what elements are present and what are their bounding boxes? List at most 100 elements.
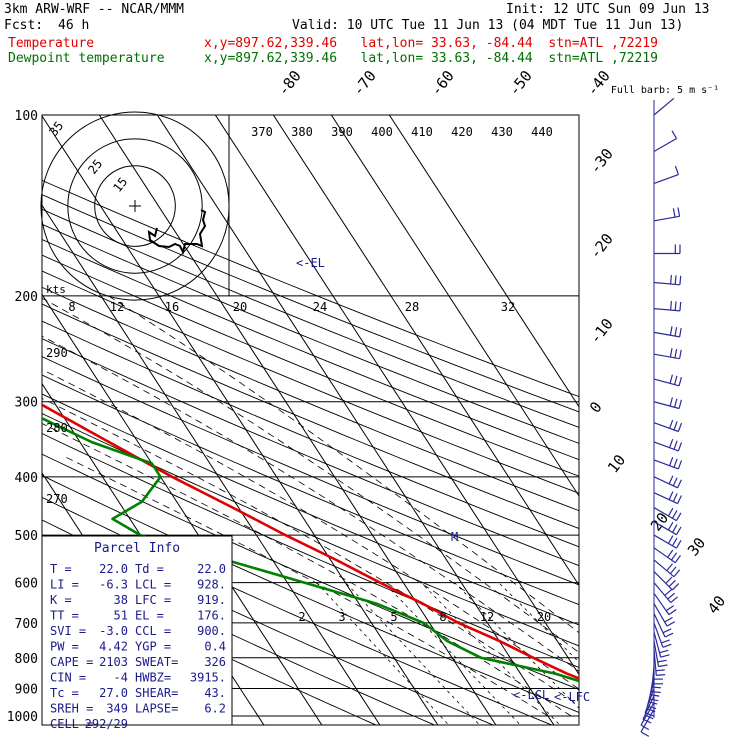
wind-barb-feather: [644, 712, 654, 717]
wind-barb-feather: [666, 563, 673, 572]
wind-barb-feather: [667, 535, 674, 544]
wind-barb-staff: [640, 702, 655, 726]
wind-barb-staff: [653, 592, 670, 615]
wind-barb-250: [653, 348, 682, 360]
parcel-key2-8: SHEAR=: [135, 686, 178, 700]
wind-barb-feather: [673, 569, 681, 578]
dry-adiabat-400: [42, 270, 579, 494]
wind-barb-feather: [673, 440, 678, 450]
wind-barb-feather: [640, 724, 650, 731]
parcel-value-4: -3.0: [99, 624, 128, 638]
isotherm--30: [42, 293, 323, 725]
dry-adiabat-410: [42, 254, 579, 477]
wind-barb-feather: [657, 659, 667, 663]
theta-label-280: 280: [46, 421, 68, 435]
wind-barb-staff: [653, 97, 675, 116]
wind-barb-feather: [673, 458, 678, 468]
wind-barb-feather: [668, 475, 674, 485]
moist-adiabat-22: [42, 369, 579, 690]
wind-barb-475: [653, 521, 682, 536]
wind-barb-feather: [665, 576, 673, 584]
wind-barb-staff: [653, 649, 657, 676]
wind-barb-feather: [674, 165, 679, 175]
wind-barb-feather: [673, 421, 678, 431]
wind-barb-725: [653, 631, 670, 658]
dry-adiabat-310: [42, 433, 579, 668]
wind-barb-150: [653, 207, 681, 222]
wind-barb-staff: [640, 709, 655, 733]
wind-barb-feather: [677, 422, 683, 432]
mixing-ratio-label-24: 24: [313, 300, 327, 314]
wind-barb-feather: [674, 301, 677, 311]
wind-barb-feather: [669, 348, 673, 358]
mixing-ratio-label-12: 12: [110, 300, 124, 314]
parcel-value-10: 292/29: [85, 717, 128, 731]
moist-adiabat-14: [42, 423, 572, 717]
parcel-key2-4: CCL =: [135, 624, 171, 638]
moist-adiabat-26: [42, 335, 579, 672]
wind-barb-feather: [670, 596, 678, 604]
wind-barb-staff: [653, 582, 672, 603]
wind-barb-staff: [653, 631, 662, 658]
hodograph-ring-25: [67, 138, 203, 274]
parcel-key2-0: Td =: [135, 562, 164, 576]
wind-barb-feather: [671, 130, 678, 139]
wind-barb-staff: [653, 476, 678, 489]
plot-frame: [41, 114, 580, 726]
wind-barb-feather: [677, 479, 682, 489]
dry-adiabat-340: [42, 374, 579, 606]
mixing-ratio-lower-label-3: 3: [338, 610, 345, 624]
wind-barb-feather: [672, 477, 678, 487]
dry-adiabat-290: [42, 474, 579, 713]
hodograph-ring-label-25: 25: [85, 157, 105, 177]
wind-barb-feather: [659, 649, 669, 654]
wind-barb-775: [653, 649, 666, 676]
wind-barb-675: [653, 613, 674, 638]
parcel-key2-1: LCL =: [135, 578, 171, 592]
wind-barb-staff: [653, 281, 680, 286]
theta-e-label-430: 430: [491, 125, 513, 139]
pressure-tick-300: 300: [15, 396, 38, 411]
dewpoint-location: x,y=897.62,339.46 lat,lon= 33.63, -84.44…: [204, 51, 658, 66]
parcel-value2-8: 43.: [204, 686, 226, 700]
isotherm-label--70: -70: [349, 67, 380, 99]
wind-barb-575: [653, 571, 680, 591]
wind-barb-staff: [653, 547, 676, 564]
wind-barb-feather: [674, 555, 681, 564]
hodograph-ring-label-15: 15: [110, 175, 130, 195]
lcl-marker: <-LCL: [513, 688, 549, 702]
isotherm-10: [156, 115, 555, 725]
wind-barb-feather: [669, 456, 674, 466]
isotherm-label--30: -30: [586, 145, 617, 177]
mixing-ratio-5: [383, 582, 521, 725]
wind-barb-625: [653, 592, 677, 616]
isotherm-label--50: -50: [505, 67, 536, 99]
parcel-value2-1: 928.: [197, 578, 226, 592]
parcel-value-3: 51: [114, 609, 128, 623]
wind-barb-275: [653, 374, 682, 387]
isotherm-label-0: 0: [586, 398, 606, 416]
hodograph-ring-label-35: 35: [46, 119, 66, 139]
wind-barb-950: [640, 702, 655, 731]
wind-barb-feather: [679, 275, 682, 285]
wind-barb-feather: [669, 397, 673, 407]
wind-barb-170: [653, 244, 681, 255]
dry-adiabat-440: [42, 208, 579, 428]
parcel-value-7: -4: [114, 671, 128, 685]
parcel-info-box: [41, 535, 233, 726]
parcel-value-5: 4.42: [99, 640, 128, 654]
parcel-value-0: 22.0: [99, 562, 128, 576]
wind-barb-feather: [678, 399, 682, 409]
el-marker: <-EL: [296, 256, 325, 270]
parcel-key-1: LI =: [50, 578, 79, 592]
mixing-ratio-lower-label-20: 20: [537, 610, 551, 624]
wind-barb-500: [653, 534, 682, 549]
wind-barb-feather: [667, 507, 674, 517]
wind-barb-feather: [670, 301, 672, 311]
hodograph-ring-15: [94, 165, 176, 247]
model-title: 3km ARW-WRF -- NCAR/MMM: [4, 2, 185, 17]
theta-e-label-370: 370: [251, 125, 273, 139]
wind-barb-400: [653, 475, 682, 489]
wind-barb-550: [653, 559, 681, 578]
